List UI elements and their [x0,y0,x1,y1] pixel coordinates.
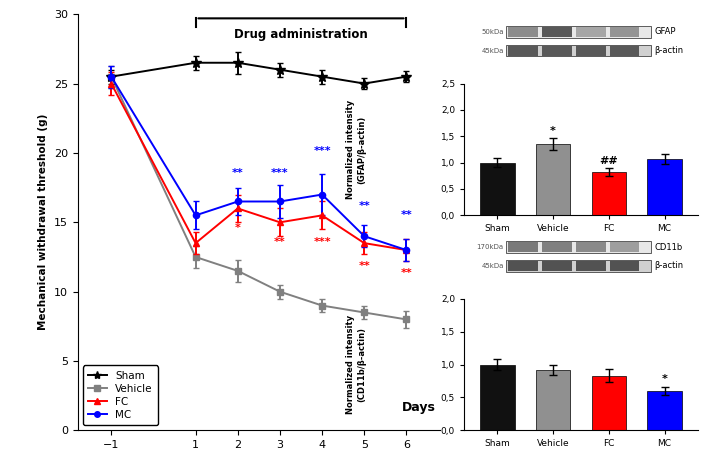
Bar [536,370,570,430]
Text: ***: *** [313,237,331,247]
Text: *: * [550,126,556,136]
Text: **: ** [400,210,412,219]
Bar [576,242,606,252]
Y-axis label: Normalized intensity
(GFAP/β-actin): Normalized intensity (GFAP/β-actin) [346,100,366,199]
Legend: Sham, Vehicle, FC, MC: Sham, Vehicle, FC, MC [82,366,158,425]
Text: **: ** [358,261,370,271]
Bar [611,261,639,271]
Bar [508,46,538,56]
Bar [508,242,538,252]
Text: *: * [661,374,668,385]
Bar [542,261,572,271]
Bar [542,46,572,56]
Text: Drug administration: Drug administration [234,27,368,41]
Bar [480,163,515,215]
Text: ***: *** [313,146,331,156]
Bar [591,172,626,215]
Text: β-actin: β-actin [655,262,684,271]
Bar [611,46,639,56]
Bar [591,376,626,430]
Text: ##: ## [599,156,618,166]
Y-axis label: Normalized intensity
(CD11b/β-actin): Normalized intensity (CD11b/β-actin) [346,315,366,414]
Bar [542,27,572,37]
Bar [506,241,651,253]
Text: *: * [235,223,240,233]
Bar [647,159,682,215]
Text: 45kDa: 45kDa [482,263,504,269]
Text: **: ** [400,268,412,278]
Bar [506,44,651,56]
Text: Days: Days [402,401,436,414]
Bar [542,242,572,252]
Text: **: ** [358,201,370,211]
Text: GFAP: GFAP [655,27,676,36]
Bar [508,261,538,271]
Text: 50kDa: 50kDa [482,29,504,35]
Text: **: ** [232,168,244,178]
Bar [611,242,639,252]
Bar [480,365,515,430]
Bar [576,46,606,56]
Text: 45kDa: 45kDa [482,48,504,54]
Text: β-actin: β-actin [655,46,684,55]
Bar [647,391,682,430]
Text: ***: *** [271,168,289,178]
Text: **: ** [274,237,286,247]
Y-axis label: Mechanical withdrawal threshold (g): Mechanical withdrawal threshold (g) [38,114,48,331]
Bar [536,144,570,215]
Text: 170kDa: 170kDa [477,244,504,250]
Bar [506,26,651,38]
Bar [508,27,538,37]
Text: CD11b: CD11b [655,243,683,252]
Bar [576,27,606,37]
Bar [506,260,651,272]
Bar [611,27,639,37]
Bar [576,261,606,271]
